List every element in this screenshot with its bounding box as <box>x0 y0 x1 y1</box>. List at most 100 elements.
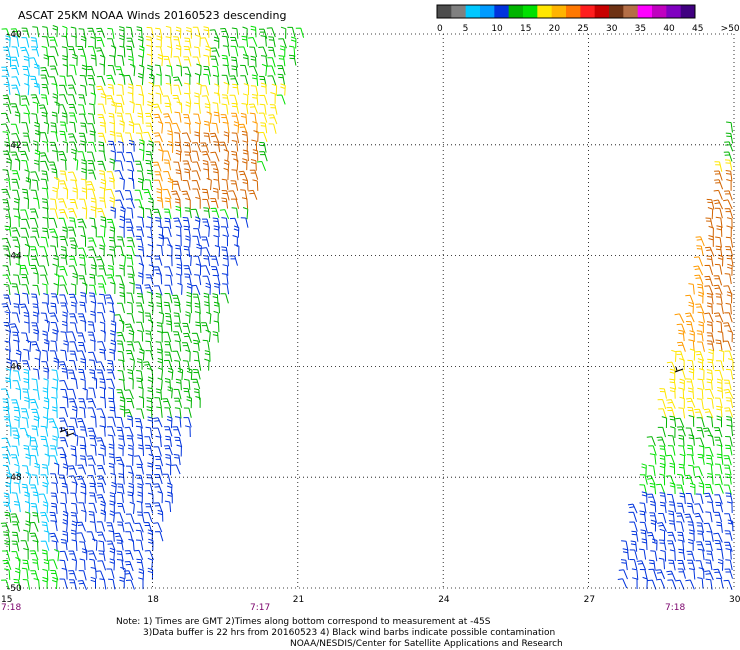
wind-barb <box>51 386 58 399</box>
wind-barb <box>724 312 733 323</box>
wind-barb <box>70 301 77 314</box>
wind-barb <box>118 73 126 85</box>
wind-barb <box>696 522 704 533</box>
wind-barb <box>182 322 191 334</box>
wind-barb <box>231 198 240 209</box>
wind-barb <box>674 313 685 324</box>
lat-tick-label: -42 <box>7 141 22 151</box>
legend-swatch <box>666 5 682 18</box>
wind-barb <box>21 274 30 285</box>
wind-barb <box>109 492 116 504</box>
wind-barb <box>669 415 677 427</box>
wind-barb <box>727 519 734 532</box>
wind-barb <box>126 245 135 257</box>
wind-barb <box>678 407 686 419</box>
wind-barb <box>14 93 21 106</box>
wind-barb <box>62 519 68 532</box>
wind-barb <box>137 216 145 228</box>
wind-barb <box>69 199 78 210</box>
wind-barb <box>97 132 107 143</box>
wind-barb <box>200 37 210 48</box>
wind-barb <box>78 570 87 581</box>
wind-barb <box>30 171 40 182</box>
wind-barb <box>206 311 212 324</box>
wind-barb <box>714 494 723 505</box>
wind-barb <box>203 168 210 180</box>
wind-barb <box>693 256 704 267</box>
wind-barb <box>100 225 106 238</box>
wind-barb <box>649 512 657 523</box>
wind-barb <box>118 435 126 447</box>
wind-barb <box>165 312 173 324</box>
legend-swatch <box>451 5 467 18</box>
wind-barb <box>60 302 69 313</box>
wind-barb <box>72 53 78 66</box>
wind-barb <box>648 445 657 456</box>
wind-barb <box>221 197 229 209</box>
wind-barb <box>659 501 667 514</box>
wind-barb <box>100 216 107 228</box>
wind-barb <box>43 378 49 391</box>
wind-barb <box>129 501 135 514</box>
wind-barb <box>86 398 97 409</box>
wind-barb <box>164 341 172 352</box>
wind-barb <box>49 455 59 466</box>
wind-barb <box>175 273 182 286</box>
wind-barb <box>221 94 230 106</box>
wind-barb <box>676 484 685 495</box>
wind-barb <box>678 445 686 456</box>
wind-barb <box>11 76 21 87</box>
wind-barb <box>240 112 248 125</box>
wind-barb <box>165 274 173 286</box>
wind-barb <box>108 236 116 248</box>
wind-barb <box>186 301 192 314</box>
wind-barb <box>146 406 153 418</box>
wind-barb <box>194 216 201 229</box>
wind-barb <box>153 427 162 438</box>
wind-barb <box>51 540 58 552</box>
wind-barb <box>704 285 714 296</box>
wind-barb <box>658 408 667 419</box>
wind-barb <box>671 349 677 362</box>
wind-barb <box>154 397 162 408</box>
wind-barb <box>228 190 238 201</box>
wind-barb <box>724 568 733 579</box>
wind-barb <box>3 83 11 95</box>
wind-barb <box>67 226 77 237</box>
legend-swatch <box>594 5 610 18</box>
wind-barb <box>125 579 135 590</box>
wind-barb <box>126 45 134 57</box>
wind-barb <box>222 121 230 134</box>
wind-barb <box>22 465 30 476</box>
wind-barb <box>78 226 86 237</box>
wind-barb <box>173 322 183 333</box>
wind-barb <box>266 65 276 76</box>
wind-barb <box>89 273 96 286</box>
wind-barb <box>694 512 704 523</box>
wind-barb <box>137 434 144 446</box>
wind-barb <box>68 398 78 409</box>
wind-barb <box>687 521 695 533</box>
wind-barb <box>79 426 88 438</box>
wind-barb <box>87 427 97 438</box>
wind-barb <box>157 377 163 390</box>
wind-barb <box>136 26 143 38</box>
wind-barb <box>167 45 173 58</box>
wind-barb <box>162 398 172 409</box>
wind-barb <box>697 358 704 371</box>
wind-barb <box>136 84 144 96</box>
wind-barb <box>248 189 258 200</box>
wind-barb <box>29 521 39 532</box>
wind-barb <box>90 92 96 105</box>
wind-barb <box>697 548 705 560</box>
wind-barb <box>175 149 182 162</box>
wind-barb <box>242 149 249 162</box>
wind-barb <box>174 198 181 211</box>
wind-barb <box>241 103 249 115</box>
wind-barb <box>706 198 715 210</box>
wind-barb <box>134 123 143 134</box>
wind-barb <box>0 123 11 134</box>
wind-barb <box>714 369 724 381</box>
wind-barb <box>715 501 724 513</box>
wind-barb <box>71 520 78 533</box>
